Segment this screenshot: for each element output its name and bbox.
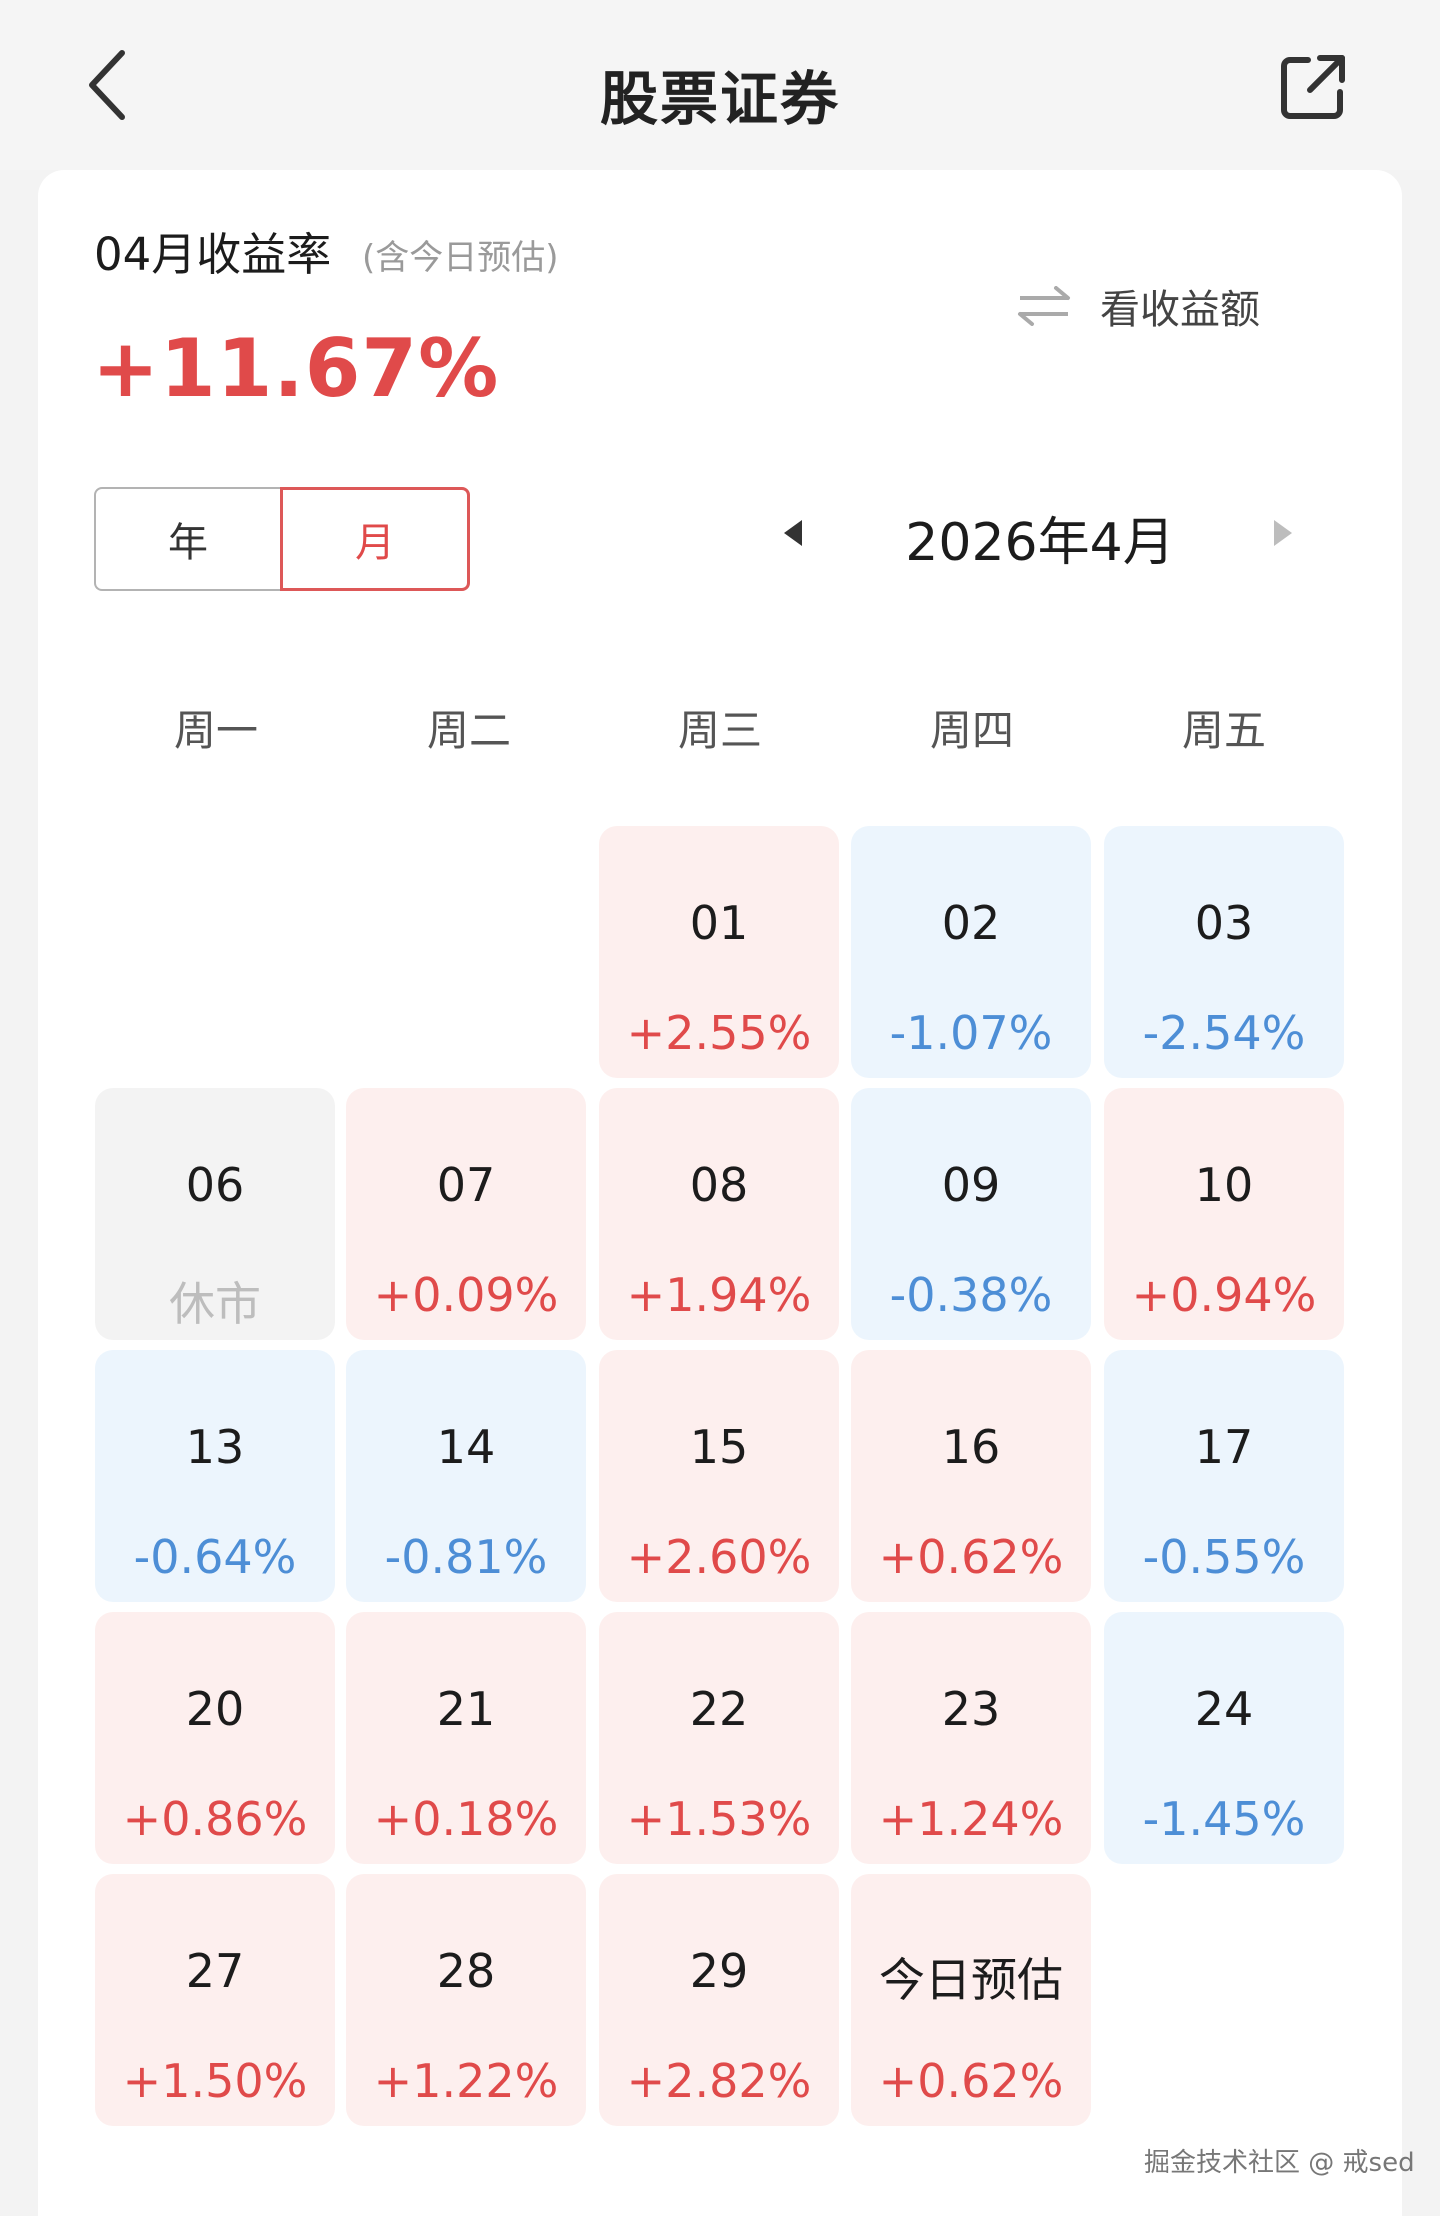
calendar-day: 27 bbox=[185, 1944, 245, 1998]
weekday-label: 周二 bbox=[426, 706, 511, 755]
calendar-cell[interactable]: 22 +1.53% bbox=[599, 1612, 839, 1864]
calendar-return: +0.86% bbox=[122, 1792, 308, 1846]
toggle-amount-button[interactable]: 看收益额 bbox=[1016, 276, 1260, 336]
estimate-note: (含今日预估) bbox=[362, 238, 559, 278]
tab-month[interactable]: 月 bbox=[280, 487, 470, 591]
calendar-day: 24 bbox=[1194, 1682, 1254, 1736]
calendar-cell[interactable]: 07 +0.09% bbox=[346, 1088, 586, 1340]
calendar-day: 今日预估 bbox=[879, 1953, 1063, 2007]
calendar-cell[interactable]: 28 +1.22% bbox=[346, 1874, 586, 2126]
current-month: 2026年4月 bbox=[905, 513, 1175, 573]
calendar-cell-today[interactable]: 今日预估 +0.62% bbox=[851, 1874, 1091, 2126]
calendar-day: 16 bbox=[941, 1420, 1001, 1474]
calendar-return: +1.22% bbox=[373, 2054, 559, 2108]
calendar-return: +1.50% bbox=[122, 2054, 308, 2108]
calendar-day: 03 bbox=[1194, 896, 1254, 950]
toggle-amount-label: 看收益额 bbox=[1100, 287, 1260, 333]
calendar-day: 06 bbox=[185, 1158, 245, 1212]
calendar-cell[interactable]: 29 +2.82% bbox=[599, 1874, 839, 2126]
calendar-day: 02 bbox=[941, 896, 1001, 950]
calendar-day: 23 bbox=[941, 1682, 1001, 1736]
calendar-cell[interactable]: 08 +1.94% bbox=[599, 1088, 839, 1340]
calendar-day: 01 bbox=[689, 896, 749, 950]
calendar-cell[interactable]: 27 +1.50% bbox=[95, 1874, 335, 2126]
calendar-cell[interactable]: 02 -1.07% bbox=[851, 826, 1091, 1078]
calendar-cell[interactable]: 09 -0.38% bbox=[851, 1088, 1091, 1340]
calendar-cell[interactable]: 15 +2.60% bbox=[599, 1350, 839, 1602]
weekday-label: 周五 bbox=[1181, 706, 1266, 755]
calendar-cell[interactable]: 03 -2.54% bbox=[1104, 826, 1344, 1078]
calendar-return: +0.94% bbox=[1131, 1268, 1317, 1322]
calendar-day: 09 bbox=[941, 1158, 1001, 1212]
calendar-return: -1.07% bbox=[889, 1006, 1053, 1060]
return-rate-label: 04月收益率 bbox=[94, 228, 332, 281]
calendar-cell[interactable]: 23 +1.24% bbox=[851, 1612, 1091, 1864]
calendar-cell[interactable]: 13 -0.64% bbox=[95, 1350, 335, 1602]
calendar-return: -0.55% bbox=[1142, 1530, 1306, 1584]
calendar-return: +1.53% bbox=[626, 1792, 812, 1846]
tab-year[interactable]: 年 bbox=[94, 487, 280, 591]
weekday-label: 周一 bbox=[173, 706, 258, 755]
watermark: 掘金技术社区 @ 戒sed bbox=[1144, 2148, 1415, 2178]
calendar-cell[interactable]: 14 -0.81% bbox=[346, 1350, 586, 1602]
calendar-return: -0.38% bbox=[889, 1268, 1053, 1322]
calendar-cell[interactable]: 20 +0.86% bbox=[95, 1612, 335, 1864]
calendar-cell[interactable]: 17 -0.55% bbox=[1104, 1350, 1344, 1602]
page-title: 股票证券 bbox=[599, 65, 840, 133]
calendar-cell[interactable]: 24 -1.45% bbox=[1104, 1612, 1344, 1864]
total-return-rate: +11.67% bbox=[92, 322, 500, 415]
weekday-label: 周三 bbox=[677, 706, 762, 755]
calendar-day: 10 bbox=[1194, 1158, 1254, 1212]
calendar-day: 17 bbox=[1194, 1420, 1254, 1474]
calendar-day: 08 bbox=[689, 1158, 749, 1212]
calendar-cell[interactable]: 06 休市 bbox=[95, 1088, 335, 1340]
top-bar: 股票证券 bbox=[0, 0, 1440, 170]
calendar-day: 07 bbox=[436, 1158, 496, 1212]
calendar-day: 29 bbox=[689, 1944, 749, 1998]
calendar-return: +0.09% bbox=[373, 1268, 559, 1322]
swap-arrows-icon bbox=[1018, 286, 1070, 326]
calendar-day: 22 bbox=[689, 1682, 749, 1736]
calendar-return: +2.60% bbox=[626, 1530, 812, 1584]
next-month-icon[interactable] bbox=[1266, 516, 1300, 550]
calendar-return: +2.82% bbox=[626, 2054, 812, 2108]
chevron-left-icon[interactable] bbox=[80, 45, 140, 125]
period-segmented-control: 年 月 bbox=[94, 487, 470, 591]
calendar-return: +0.18% bbox=[373, 1792, 559, 1846]
prev-month-icon[interactable] bbox=[776, 516, 810, 550]
calendar-return: -1.45% bbox=[1142, 1792, 1306, 1846]
calendar-return: -0.64% bbox=[133, 1530, 297, 1584]
external-share-icon[interactable] bbox=[1278, 52, 1348, 122]
calendar-return: 休市 bbox=[169, 1277, 261, 1331]
calendar-cell[interactable]: 16 +0.62% bbox=[851, 1350, 1091, 1602]
calendar-return: +0.62% bbox=[878, 1530, 1064, 1584]
calendar-cell[interactable]: 21 +0.18% bbox=[346, 1612, 586, 1864]
calendar-day: 28 bbox=[436, 1944, 496, 1998]
calendar-day: 15 bbox=[689, 1420, 749, 1474]
calendar-day: 20 bbox=[185, 1682, 245, 1736]
calendar-return: +0.62% bbox=[878, 2054, 1064, 2108]
calendar-day: 21 bbox=[436, 1682, 496, 1736]
calendar-return: +1.24% bbox=[878, 1792, 1064, 1846]
calendar-return: -0.81% bbox=[384, 1530, 548, 1584]
weekday-label: 周四 bbox=[929, 706, 1014, 755]
calendar-day: 13 bbox=[185, 1420, 245, 1474]
calendar-return: -2.54% bbox=[1142, 1006, 1306, 1060]
calendar-return: +1.94% bbox=[626, 1268, 812, 1322]
calendar-return: +2.55% bbox=[626, 1006, 812, 1060]
calendar-cell[interactable]: 01 +2.55% bbox=[599, 826, 839, 1078]
calendar-cell[interactable]: 10 +0.94% bbox=[1104, 1088, 1344, 1340]
calendar-day: 14 bbox=[436, 1420, 496, 1474]
